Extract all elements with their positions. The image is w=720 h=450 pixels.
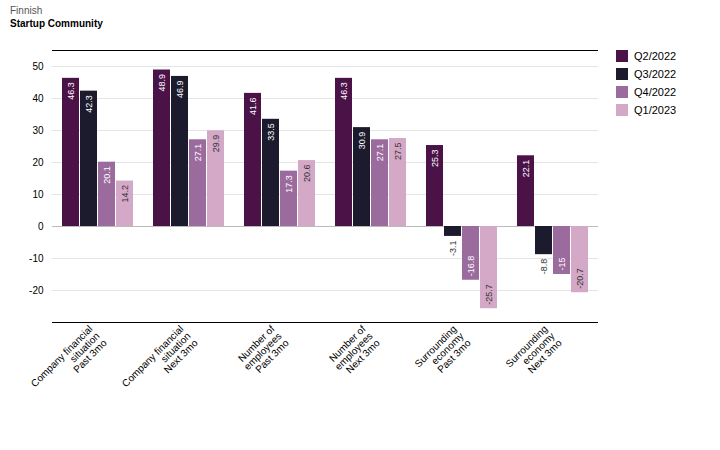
svg-text:0: 0 (38, 221, 44, 232)
svg-text:20.1: 20.1 (102, 166, 112, 184)
svg-text:20: 20 (32, 157, 44, 168)
svg-text:-3.1: -3.1 (448, 240, 458, 256)
svg-text:48.9: 48.9 (157, 74, 167, 92)
svg-text:30: 30 (32, 125, 44, 136)
svg-text:20.6: 20.6 (302, 165, 312, 183)
svg-text:22.1: 22.1 (521, 160, 531, 178)
html-text:Q3/2022: Q3/2022 (634, 68, 677, 80)
svg-text:40: 40 (32, 93, 44, 104)
svg-text:SurroundingeconomyNext 3mo: SurroundingeconomyNext 3mo (503, 323, 564, 384)
svg-text:-10: -10 (29, 253, 44, 264)
svg-text:-20.7: -20.7 (575, 268, 585, 289)
svg-text:27.5: 27.5 (393, 143, 403, 161)
svg-text:-15: -15 (557, 257, 567, 270)
svg-text:46.3: 46.3 (66, 82, 76, 100)
svg-text:30.9: 30.9 (357, 132, 367, 150)
svg-text:50: 50 (32, 61, 44, 72)
svg-text:33.5: 33.5 (266, 123, 276, 141)
svg-text:25.3: 25.3 (430, 150, 440, 168)
svg-text:46.9: 46.9 (175, 80, 185, 98)
svg-text:10: 10 (32, 189, 44, 200)
svg-text:29.9: 29.9 (211, 135, 221, 153)
html-text:Finnish: Finnish (10, 5, 43, 16)
svg-text:Number ofemployeesNext 3mo: Number ofemployeesNext 3mo (326, 323, 382, 379)
svg-text:41.6: 41.6 (248, 97, 258, 115)
svg-text:46.3: 46.3 (339, 82, 349, 100)
svg-text:14.2: 14.2 (120, 185, 130, 203)
svg-text:17.3: 17.3 (284, 175, 294, 193)
svg-text:27.1: 27.1 (193, 144, 203, 162)
svg-text:SurroundingeconomyPast 3mo: SurroundingeconomyPast 3mo (412, 323, 473, 384)
svg-text:-8.8: -8.8 (539, 259, 549, 275)
html-text:Q2/2022: Q2/2022 (634, 50, 677, 62)
html-text:Startup Community: Startup Community (10, 18, 103, 29)
svg-text:Company financialsituationNext: Company financialsituationNext 3mo (120, 323, 200, 403)
svg-text:-16.8: -16.8 (466, 256, 476, 277)
html-text:Q1/2023: Q1/2023 (634, 104, 677, 116)
svg-text:42.3: 42.3 (84, 95, 94, 113)
html-text:Q4/2022: Q4/2022 (634, 86, 677, 98)
svg-text:-20: -20 (29, 285, 44, 296)
svg-text:Number ofemployeesPast 3mo: Number ofemployeesPast 3mo (235, 323, 291, 379)
svg-text:27.1: 27.1 (375, 144, 385, 162)
svg-text:Company financialsituationPast: Company financialsituationPast 3mo (29, 323, 109, 403)
svg-text:-25.7: -25.7 (484, 284, 494, 305)
